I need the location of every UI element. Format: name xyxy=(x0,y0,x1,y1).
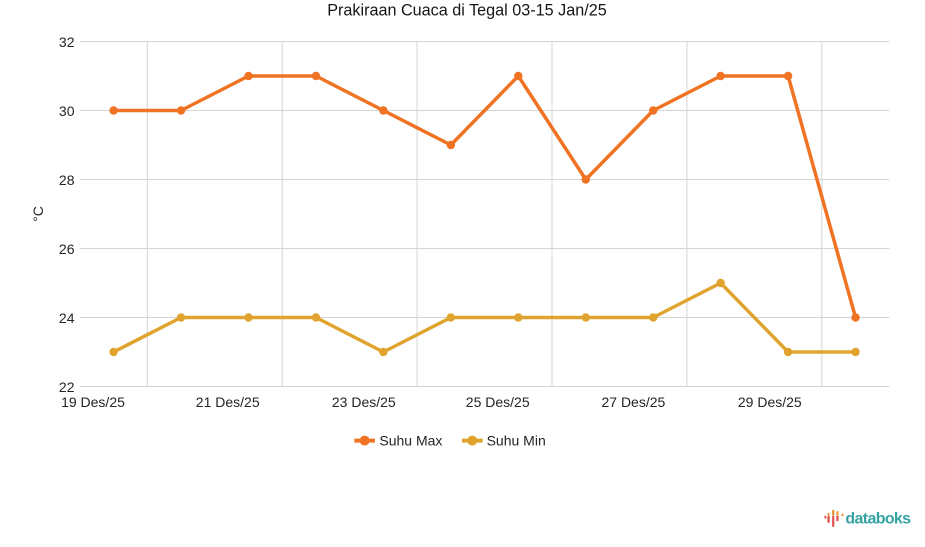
svg-text:Prakiraan Cuaca di Tegal 03-15: Prakiraan Cuaca di Tegal 03-15 Jan/25 xyxy=(327,2,607,20)
svg-text:19 Des/25: 19 Des/25 xyxy=(61,394,125,410)
svg-text:21 Des/25: 21 Des/25 xyxy=(196,394,260,410)
svg-text:32: 32 xyxy=(59,34,75,50)
svg-text:30: 30 xyxy=(59,103,75,119)
svg-text:24: 24 xyxy=(59,310,75,326)
svg-text:Suhu Min: Suhu Min xyxy=(487,433,546,449)
svg-text:23 Des/25: 23 Des/25 xyxy=(332,394,396,410)
svg-text:°C: °C xyxy=(30,206,46,222)
svg-text:26: 26 xyxy=(59,241,75,257)
svg-text:25 Des/25: 25 Des/25 xyxy=(466,394,530,410)
svg-text:22: 22 xyxy=(59,379,75,395)
svg-text:Suhu Max: Suhu Max xyxy=(379,433,442,449)
svg-text:databoks: databoks xyxy=(845,511,911,528)
svg-text:28: 28 xyxy=(59,172,75,188)
svg-text:29 Des/25: 29 Des/25 xyxy=(738,394,802,410)
svg-text:27 Des/25: 27 Des/25 xyxy=(601,394,665,410)
